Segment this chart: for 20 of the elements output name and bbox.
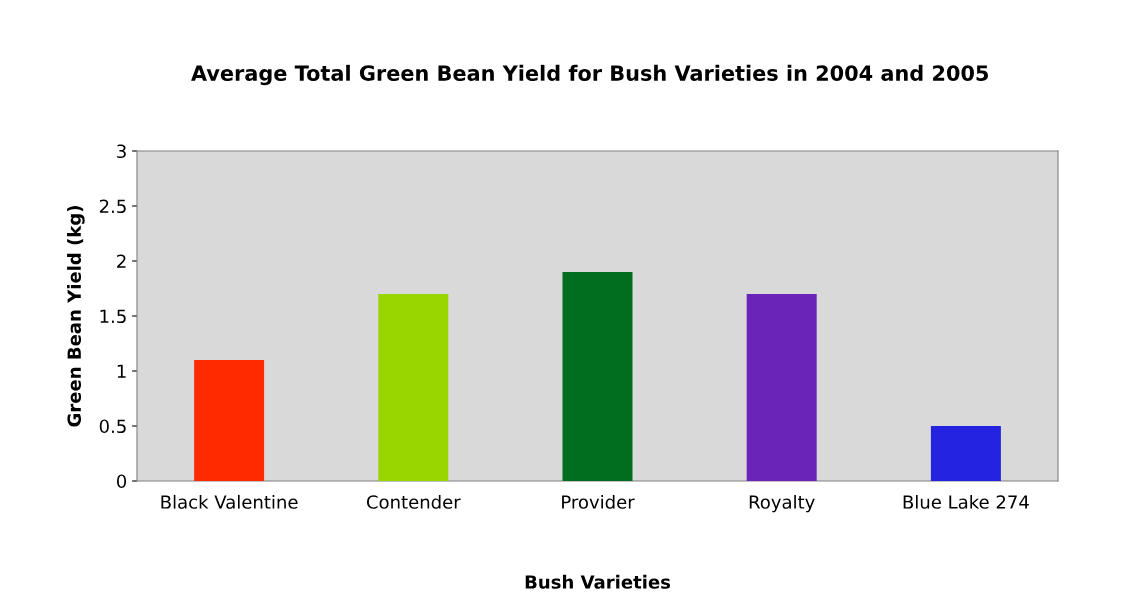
x-tick-label: Contender <box>366 494 461 509</box>
x-tick-label: Royalty <box>749 494 815 513</box>
y-tick-label: 2 <box>117 254 126 268</box>
bar <box>930 426 1001 481</box>
y-tick-label: 1 <box>117 364 126 378</box>
y-tick-label: 0 <box>116 474 127 489</box>
chart-title: Average Total Green Bean Yield for Bush Varieties in 2004 and 2005 <box>191 64 988 86</box>
x-tick-label: Blue Lake 274 <box>903 494 1029 509</box>
bar <box>746 294 817 481</box>
bar <box>194 360 265 481</box>
y-tick-label: 3 <box>117 144 126 159</box>
y-axis-title: Green Bean Yield (kg) <box>67 206 85 427</box>
x-tick-label: Black Valentine <box>161 494 298 509</box>
bar <box>378 294 449 481</box>
bar <box>562 272 633 481</box>
y-tick-label: 2.5 <box>99 199 126 214</box>
y-tick-label: 1.5 <box>100 309 126 324</box>
x-tick-label: Provider <box>562 494 635 509</box>
x-axis-title: Bush Varieties <box>525 574 671 589</box>
y-tick-label: 0.5 <box>99 419 126 434</box>
